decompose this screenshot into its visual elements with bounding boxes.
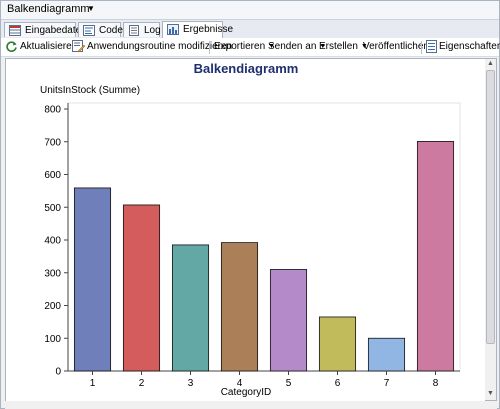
vertical-scrollbar[interactable]: ▲ ▼ — [485, 58, 497, 401]
create-menu[interactable]: Erstellen ▼ — [319, 41, 368, 52]
modify-task-button[interactable]: Anwendungsroutine modifizieren — [87, 41, 233, 52]
x-tick-label: 8 — [433, 378, 439, 389]
horizontal-scrollbar[interactable] — [5, 401, 497, 409]
properties-button[interactable]: Eigenschaften — [439, 41, 500, 52]
bar-category-7 — [367, 337, 406, 372]
bar-category-4 — [220, 242, 259, 372]
window-titlebar: Balkendiagramm ▼ — [1, 1, 499, 20]
bar-category-1 — [73, 187, 112, 372]
bar-category-6 — [318, 316, 357, 372]
tab-code[interactable]: Code — [78, 22, 123, 37]
y-tick-label: 400 — [44, 236, 61, 247]
scroll-down-icon[interactable]: ▼ — [487, 390, 494, 397]
log-icon — [129, 25, 139, 36]
modify-task-icon — [72, 40, 85, 53]
results-icon — [167, 24, 179, 35]
y-tick-label: 500 — [44, 203, 61, 214]
scroll-up-icon[interactable]: ▲ — [487, 60, 494, 67]
chevron-down-icon: ▼ — [319, 43, 327, 50]
bar-category-8 — [416, 141, 455, 372]
x-tick-label: 7 — [384, 378, 390, 389]
x-tick-label: 6 — [335, 378, 341, 389]
y-tick-label: 700 — [44, 137, 61, 148]
y-tick-label: 200 — [44, 301, 61, 312]
refresh-button[interactable]: Aktualisieren — [20, 41, 78, 52]
results-toolbar: Aktualisieren Anwendungsroutine modifizi… — [1, 38, 500, 57]
y-tick-label: 0 — [55, 367, 61, 378]
toolbar-separator — [421, 41, 422, 54]
tab-ergebnisse[interactable]: Ergebnisse — [162, 21, 233, 38]
tab-strip: Eingabedaten Code Log Ergebnisse — [1, 20, 499, 39]
chevron-down-icon: ▼ — [360, 43, 368, 50]
tab-label: Log — [144, 25, 161, 36]
y-axis-label: UnitsInStock (Summe) — [40, 85, 141, 96]
send-to-label: Senden an — [268, 41, 317, 52]
chart-title: Balkendiagramm — [193, 61, 299, 76]
chevron-down-icon: ▼ — [268, 43, 276, 50]
refresh-icon — [6, 41, 17, 52]
properties-icon — [426, 40, 437, 53]
tab-eingabedaten[interactable]: Eingabedaten — [4, 22, 87, 37]
chevron-down-icon[interactable]: ▼ — [87, 4, 95, 13]
code-icon — [83, 25, 95, 36]
window-title: Balkendiagramm — [7, 3, 90, 15]
x-tick-label: 2 — [139, 378, 145, 389]
bar-category-5 — [269, 269, 308, 372]
tab-label: Ergebnisse — [183, 24, 234, 35]
publish-button[interactable]: Veröffentlichen — [363, 41, 429, 52]
toolbar-separator — [209, 41, 210, 54]
tab-log[interactable]: Log — [123, 22, 161, 37]
y-tick-label: 600 — [44, 170, 61, 181]
x-tick-label: 3 — [188, 378, 194, 389]
x-tick-label: 5 — [286, 378, 292, 389]
y-tick-label: 100 — [44, 334, 61, 345]
x-tick-label: 4 — [237, 378, 243, 389]
x-axis-label: CategoryID — [220, 387, 272, 398]
export-menu[interactable]: Exportieren ▼ — [214, 41, 275, 52]
export-label: Exportieren — [214, 41, 266, 52]
tab-label: Eingabedaten — [25, 25, 87, 36]
bar-category-2 — [122, 204, 161, 372]
y-tick-label: 800 — [44, 105, 61, 116]
create-label: Erstellen — [319, 41, 358, 52]
x-tick-label: 1 — [90, 378, 96, 389]
bar-category-3 — [171, 244, 210, 372]
send-to-menu[interactable]: Senden an ▼ — [268, 41, 326, 52]
tab-label: Code — [99, 25, 123, 36]
bar-chart: 0 100 200 300 400 500 600 700 800 1 2 3 4 5 6 7 8 — [44, 102, 461, 389]
results-pane: Balkendiagramm UnitsInStock (Summe) 0 100… — [5, 58, 487, 403]
data-icon — [9, 25, 21, 36]
scrollbar-thumb[interactable] — [486, 70, 495, 344]
y-tick-label: 300 — [44, 268, 61, 279]
